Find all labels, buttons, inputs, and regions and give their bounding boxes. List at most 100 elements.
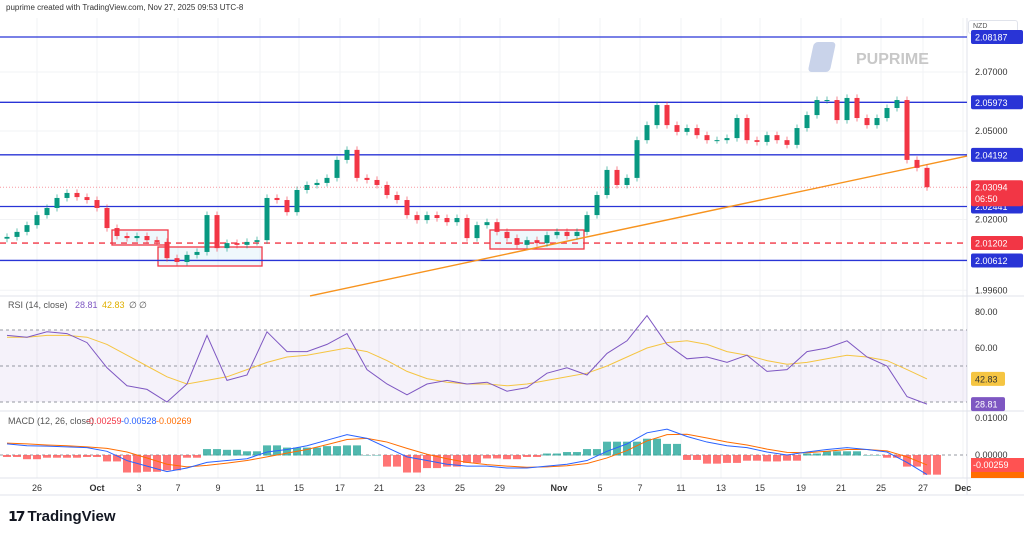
macd-histogram-bar — [43, 455, 51, 458]
candle — [344, 149, 350, 160]
rsi-value-bg — [971, 371, 1005, 386]
macd-legend-value: -0.00528 — [121, 416, 157, 426]
candle — [924, 167, 930, 188]
candle — [434, 215, 440, 219]
last-price: 2.03094 — [975, 183, 1008, 193]
macd-line — [6, 428, 928, 475]
candle — [294, 190, 300, 213]
macd-histogram-bar — [143, 455, 151, 472]
candle — [314, 182, 320, 185]
macd-histogram-bar — [653, 438, 661, 456]
macd-histogram-bar — [543, 453, 551, 456]
macd-histogram-bar — [853, 451, 861, 456]
candle — [234, 243, 240, 245]
candle — [504, 231, 510, 239]
candle — [684, 128, 690, 132]
macd-histogram-bar — [603, 441, 611, 456]
time-tick: 5 — [597, 483, 602, 493]
macd-tick: 0.01000 — [975, 413, 1008, 423]
candle — [864, 118, 870, 126]
macd-histogram-bar — [633, 441, 641, 456]
macd-histogram-bar — [583, 449, 591, 456]
level-label-bg — [971, 147, 1023, 162]
consolidation-box — [111, 229, 169, 246]
candle — [74, 192, 80, 198]
macd-legend-value: -0.00269 — [156, 416, 192, 426]
candle — [54, 197, 60, 208]
macd-histogram-bar — [233, 449, 241, 456]
candle — [564, 231, 570, 237]
price-tick: 1.99600 — [975, 285, 1008, 295]
macd-histogram-bar — [843, 451, 851, 456]
candle — [814, 100, 820, 116]
level-label: 2.02441 — [975, 202, 1008, 212]
macd-histogram-bar — [523, 455, 531, 457]
tradingview-logo[interactable]: 𝟭𝟳 TradingView — [8, 508, 116, 525]
time-tick: 23 — [415, 483, 425, 493]
macd-histogram-bar — [73, 455, 81, 458]
macd-histogram-bar — [113, 455, 121, 462]
macd-histogram-bar — [63, 455, 71, 458]
price-tick: 2.02000 — [975, 215, 1008, 225]
time-tick: 21 — [836, 483, 846, 493]
puprime-logo-icon — [808, 42, 836, 72]
candle — [904, 100, 910, 160]
candle — [514, 238, 520, 245]
last-price-bg — [971, 180, 1023, 207]
candle — [574, 231, 580, 237]
macd-histogram-bar — [573, 452, 581, 456]
macd-histogram-bar — [393, 455, 401, 467]
macd-histogram-bar — [693, 455, 701, 460]
macd-histogram-bar — [753, 455, 761, 461]
candle — [484, 222, 490, 226]
candle — [734, 118, 740, 139]
candle — [64, 192, 70, 198]
price-tick: 2.07000 — [975, 67, 1008, 77]
candle — [664, 105, 670, 126]
macd-histogram-bar — [663, 443, 671, 456]
candle — [454, 218, 460, 223]
level-label-bg — [971, 253, 1023, 268]
consolidation-box — [157, 246, 263, 267]
time-tick: 21 — [374, 483, 384, 493]
level-label-bg — [971, 236, 1023, 251]
macd-histogram-bar — [93, 455, 101, 457]
candle — [704, 135, 710, 141]
macd-histogram-bar — [3, 455, 11, 457]
rsi-value-bg — [971, 397, 1005, 412]
macd-histogram-bar — [263, 445, 271, 456]
macd-histogram-bar — [813, 453, 821, 456]
candle — [244, 241, 250, 245]
macd-histogram-bar — [33, 455, 41, 460]
macd-histogram-bar — [473, 455, 481, 463]
candle — [164, 241, 170, 259]
candle — [544, 235, 550, 244]
macd-histogram-bar — [893, 455, 901, 458]
macd-histogram-bar — [503, 455, 511, 460]
bar-countdown: 06:50 — [975, 194, 998, 204]
time-tick: 13 — [716, 483, 726, 493]
watermark: PUPRIME — [856, 51, 929, 68]
macd-hist-label: -0.00259 — [973, 460, 1009, 470]
candle — [744, 118, 750, 141]
macd-histogram-bar — [553, 453, 561, 456]
level-label: 2.05973 — [975, 98, 1008, 108]
macd-histogram-bar — [183, 455, 191, 458]
macd-histogram-bar — [803, 453, 811, 456]
candle — [874, 118, 880, 126]
time-tick: 7 — [637, 483, 642, 493]
macd-histogram-bar — [733, 455, 741, 463]
time-tick: Dec — [955, 483, 972, 493]
macd-histogram-bar — [643, 438, 651, 456]
candle — [254, 240, 260, 242]
candle — [34, 215, 40, 226]
rsi-value: 42.83 — [975, 374, 998, 384]
macd-histogram-bar — [423, 455, 431, 469]
candle — [724, 138, 730, 141]
time-tick: Nov — [550, 483, 567, 493]
macd-histogram-bar — [463, 455, 471, 463]
time-tick: 27 — [918, 483, 928, 493]
candle — [414, 215, 420, 221]
candle — [104, 207, 110, 229]
